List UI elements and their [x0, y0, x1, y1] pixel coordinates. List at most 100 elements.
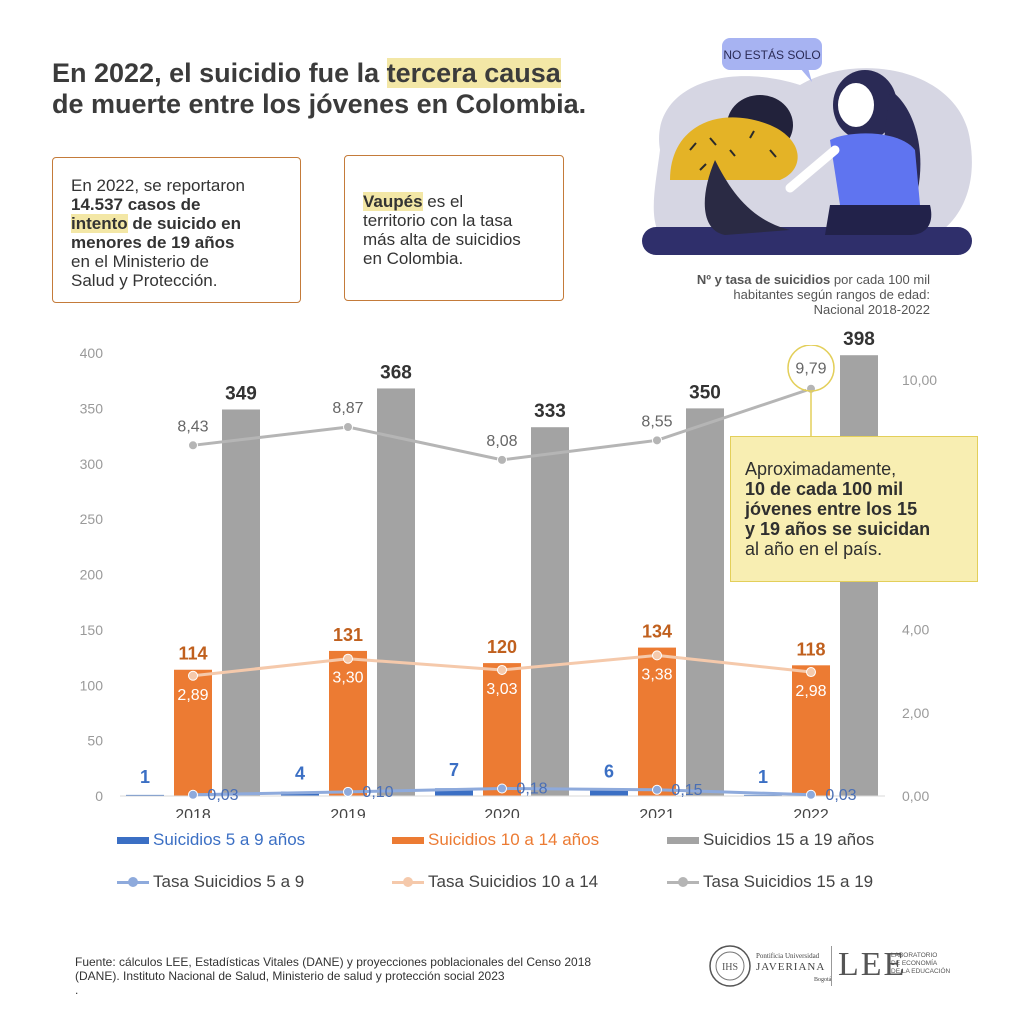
legend-line: [392, 876, 424, 887]
bar-data-label: 134: [642, 622, 672, 642]
javeriana-seal-icon: IHS: [709, 945, 751, 987]
legend-item: Suicidios 5 a 9 años: [117, 830, 305, 850]
rate-data-label: 0,10: [362, 784, 393, 801]
title-text: En 2022, el suicidio fue la: [52, 58, 387, 88]
source-line: .: [75, 983, 79, 997]
legend-label: Suicidios 10 a 14 años: [428, 830, 600, 849]
legend-swatch: [117, 836, 149, 844]
info-box-vaupes: Vaupés es el territorio con la tasa más …: [344, 155, 564, 301]
bar-data-label: 350: [689, 382, 721, 403]
legend-label: Suicidios 5 a 9 años: [153, 830, 306, 849]
rate-data-label: 2,98: [795, 683, 826, 700]
rate-data-label: 3,30: [332, 670, 363, 687]
box2-line: es el: [422, 192, 464, 211]
bar-data-label: 1: [140, 767, 150, 787]
bar-15-19: [377, 388, 415, 796]
legend-line: [667, 876, 699, 887]
bar-15-19: [222, 409, 260, 796]
lee-sub-line: LABORATORIO: [891, 952, 938, 959]
bar-data-label: 398: [843, 330, 875, 350]
bar-5-9: [435, 788, 473, 796]
box2-line: en Colombia.: [363, 249, 464, 268]
javeriana-city: Bogotá: [814, 977, 832, 983]
rate-point: [188, 789, 198, 800]
lee-subtitle: LABORATORIO DE ECONOMÍA DE LA EDUCACIÓN: [891, 952, 961, 976]
bar-5-9: [590, 789, 628, 796]
logos: IHS Pontificia Universidad JAVERIANA Bog…: [708, 938, 950, 994]
info-box-attempts: En 2022, se reportaron 14.537 casos de i…: [52, 157, 301, 303]
y-left-tick-label: 350: [80, 400, 104, 416]
rate-data-label: 3,03: [486, 681, 517, 698]
legend-item: Suicidios 10 a 14 años: [392, 830, 599, 850]
javeriana-line: Pontificia Universidad: [756, 952, 820, 960]
y-left-tick-label: 300: [80, 456, 104, 472]
y-right-tick-label: 4,00: [902, 622, 929, 638]
y-left-tick-label: 150: [80, 622, 104, 638]
bar-data-label: 349: [225, 383, 257, 404]
rate-point: [188, 440, 198, 451]
javeriana-name: JAVERIANA: [756, 961, 826, 973]
bar-data-label: 1: [758, 767, 768, 787]
rate-data-label: 8,43: [177, 418, 208, 435]
rate-data-label: 0,03: [207, 787, 238, 804]
callout-bold: y 19 años se suicidan: [745, 519, 931, 539]
y-right-tick-label: 10,00: [902, 372, 937, 388]
legend-item: Tasa Suicidios 5 a 9: [117, 872, 304, 892]
callout-box: Aproximadamente, 10 de cada 100 mil jóve…: [730, 436, 978, 582]
rate-data-label: 0,18: [516, 781, 547, 798]
page-title: En 2022, el suicidio fue la tercera caus…: [52, 58, 672, 120]
box1-line: Salud y Protección.: [71, 271, 218, 290]
title-highlight: tercera causa: [386, 58, 561, 88]
rate-data-label: 8,55: [641, 413, 672, 430]
rate-data-label: 8,08: [486, 433, 517, 450]
bar-10-14: [174, 669, 212, 796]
legend-label: Tasa Suicidios 5 a 9: [153, 872, 305, 891]
rate-point: [652, 435, 662, 446]
rate-point: [806, 789, 816, 800]
chart-legend: Suicidios 5 a 9 años Suicidios 10 a 14 a…: [95, 818, 910, 902]
box1-highlight: intento: [71, 214, 128, 233]
legend-line: [117, 876, 149, 887]
legend-item: Tasa Suicidios 15 a 19: [667, 872, 873, 892]
box2-line: más alta de suicidios: [363, 230, 521, 249]
bar-data-label: 4: [295, 764, 305, 784]
rate-point: [497, 454, 507, 465]
legend-item: Tasa Suicidios 10 a 14: [392, 872, 598, 892]
y-left-tick-label: 50: [87, 733, 103, 749]
speech-bubble-text: NO ESTÁS SOLO: [723, 47, 820, 62]
bar-data-label: 120: [487, 637, 517, 657]
lee-logo: LEE: [838, 946, 907, 983]
rate-point: [806, 667, 816, 678]
callout-pointer: [787, 345, 835, 437]
box1-bold: de suicido en: [127, 214, 242, 233]
bar-data-label: 118: [796, 639, 825, 659]
lee-sub-line: DE LA EDUCACIÓN: [891, 968, 951, 975]
bar-10-14: [638, 647, 676, 796]
callout-line: al año en el país.: [745, 539, 883, 559]
chart-subtitle-bold: Nº y tasa de suicidios: [696, 272, 831, 287]
bar-15-19: [686, 408, 724, 796]
rate-point: [343, 653, 353, 664]
legend-item: Suicidios 15 a 19 años: [667, 830, 874, 850]
rate-point: [343, 786, 353, 797]
callout-line: Aproximadamente,: [745, 459, 897, 479]
bar-data-label: 6: [604, 761, 614, 781]
box1-line: En 2022, se reportaron: [71, 176, 245, 195]
box1-bold: menores de 19 años: [71, 233, 235, 252]
bar-10-14: [792, 665, 830, 796]
source-line: (DANE). Instituto Nacional de Salud, Min…: [75, 969, 505, 983]
chart-subtitle-line: por cada 100 mil: [830, 272, 930, 287]
bar-data-label: 333: [534, 401, 566, 422]
box1-line: en el Ministerio de: [71, 252, 209, 271]
rate-data-label: 0,15: [671, 782, 702, 799]
rate-data-label: 9,79: [795, 361, 826, 378]
legend-swatch: [392, 836, 424, 844]
javeriana-logo: Pontificia Universidad JAVERIANA Bogotá: [756, 950, 831, 986]
rate-point: [343, 422, 353, 433]
source-line: Fuente: cálculos LEE, Estadísticas Vital…: [75, 955, 592, 969]
rate-point: [497, 783, 507, 794]
rate-point: [497, 664, 507, 675]
legend-label: Tasa Suicidios 10 a 14: [428, 872, 599, 891]
box2-highlight: Vaupés: [363, 192, 423, 211]
y-left-tick-label: 100: [80, 677, 104, 693]
